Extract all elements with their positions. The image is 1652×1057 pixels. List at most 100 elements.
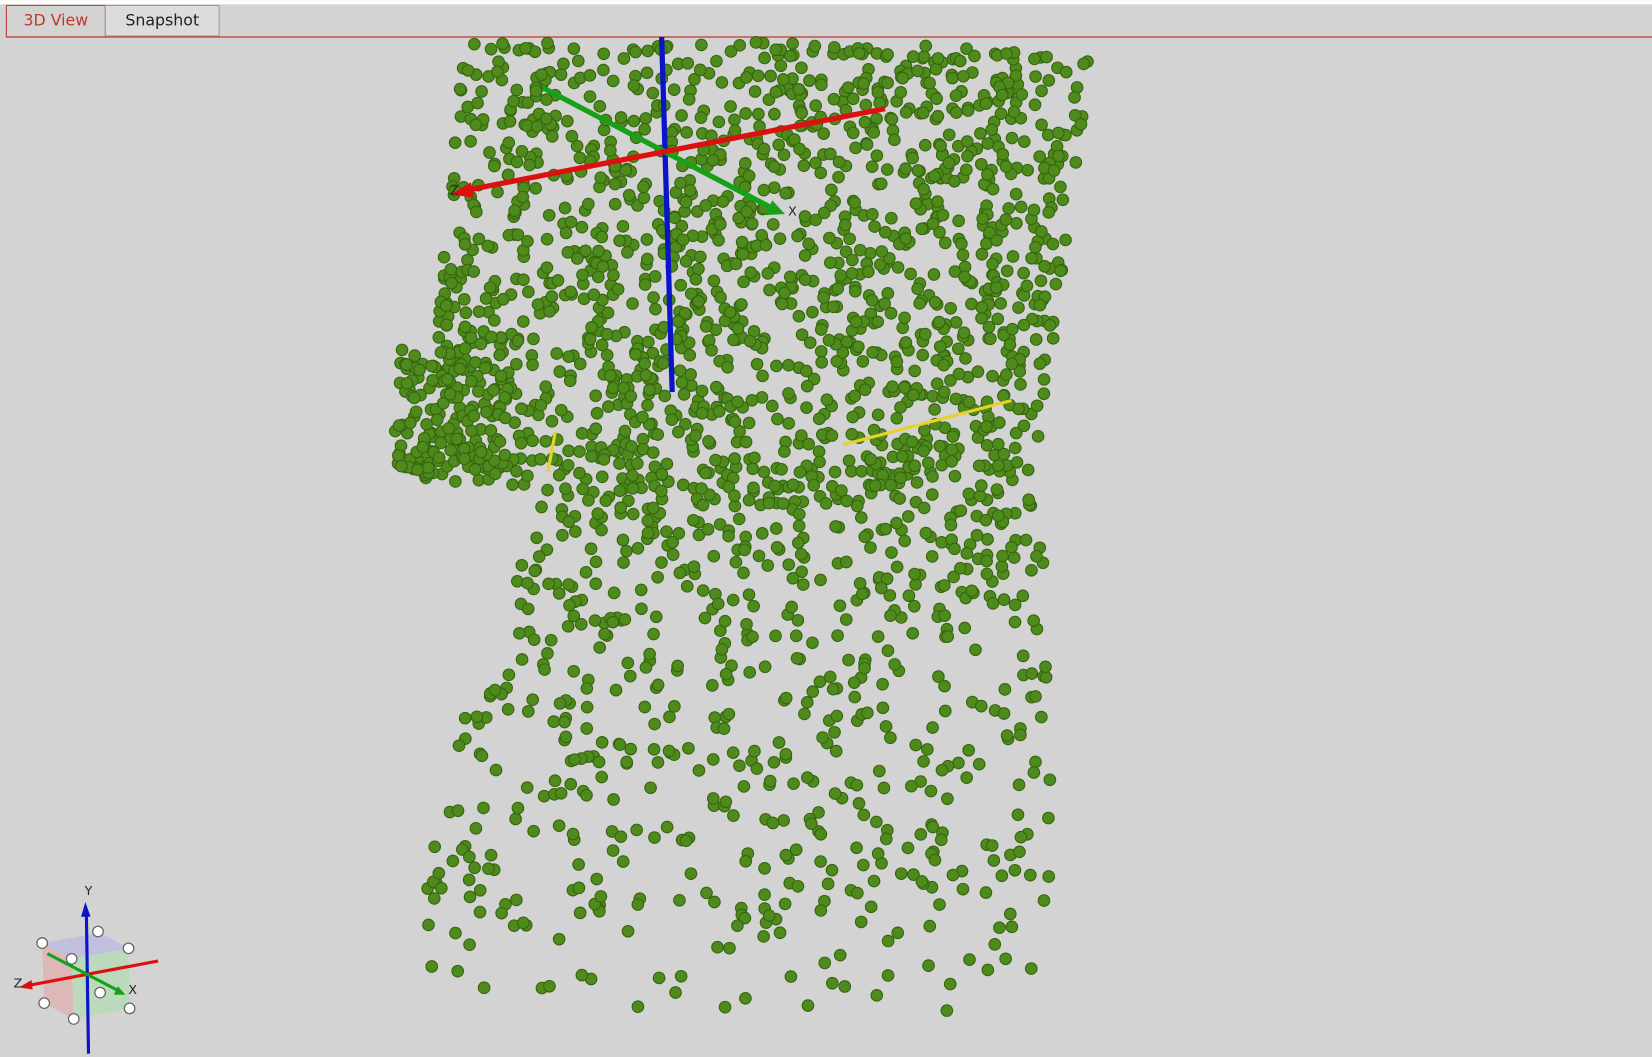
point [735,298,748,311]
point [911,64,924,78]
point [921,456,935,470]
point [1035,225,1048,238]
point [488,159,501,173]
point [731,322,745,335]
point [459,306,473,320]
point [660,820,674,834]
tab[interactable] [5,4,106,38]
point [961,149,974,163]
point [782,558,796,571]
point [982,320,996,334]
point [726,593,740,607]
point [624,742,637,756]
point [902,589,916,603]
point [589,422,603,436]
point [671,659,684,673]
tab-label[interactable]: Snapshot [125,11,199,30]
point [884,609,897,622]
point [597,453,611,466]
point [979,97,993,110]
point [712,233,725,247]
point [960,163,973,177]
point [768,107,781,121]
point [775,462,788,476]
point [677,388,691,401]
point [679,254,693,268]
point [751,69,765,83]
point [1033,150,1046,163]
point [954,504,968,518]
point [880,572,894,586]
point [761,267,775,280]
point [995,88,1009,102]
point [1077,57,1090,71]
point [1035,84,1048,98]
point [851,886,864,900]
point [814,345,828,358]
point [477,801,490,815]
point [856,587,869,601]
point [683,348,697,362]
point [458,711,472,725]
point [906,50,920,63]
cube-handle[interactable] [92,925,104,938]
point [620,544,633,558]
point [580,682,594,695]
point [731,919,744,933]
point [809,213,822,227]
cube-handle[interactable] [123,1002,136,1015]
cube-handle[interactable] [67,1013,80,1025]
point [579,244,592,258]
point [712,115,726,129]
point [985,123,999,137]
point [400,376,414,390]
point [726,746,740,760]
cube-handle[interactable] [38,997,51,1010]
point [511,334,525,348]
point [626,297,639,310]
point [739,991,752,1005]
point [923,76,936,90]
point [813,455,826,469]
point [541,647,554,660]
point [1017,318,1031,332]
point [946,868,960,882]
point [626,482,640,495]
point [616,533,630,547]
tab[interactable] [104,4,220,37]
point [999,952,1012,966]
point [952,756,965,770]
point [801,999,815,1012]
point [422,918,435,932]
point [567,42,581,56]
point [986,597,1000,610]
point [587,288,601,302]
point [769,522,783,535]
gizmo-y-arrow [81,901,91,917]
point [985,839,999,852]
cube-handle[interactable] [36,937,49,949]
point [747,481,760,495]
point [1040,50,1053,64]
point [648,270,662,283]
point [894,471,907,485]
point [443,387,457,401]
point [540,261,554,274]
cube-handle[interactable] [122,942,135,955]
point [826,682,840,696]
point [1016,589,1030,603]
point [932,315,946,329]
cube-handle[interactable] [65,952,78,965]
yellow-line [546,431,557,473]
cube-handle[interactable] [94,986,106,999]
point [803,336,817,349]
point [913,297,926,310]
point [516,916,530,930]
point [778,445,791,458]
point [1054,264,1067,278]
point [1059,65,1073,79]
point [752,549,766,563]
tab-label[interactable]: 3D View [23,11,88,30]
point [1006,250,1020,263]
point [607,268,620,282]
